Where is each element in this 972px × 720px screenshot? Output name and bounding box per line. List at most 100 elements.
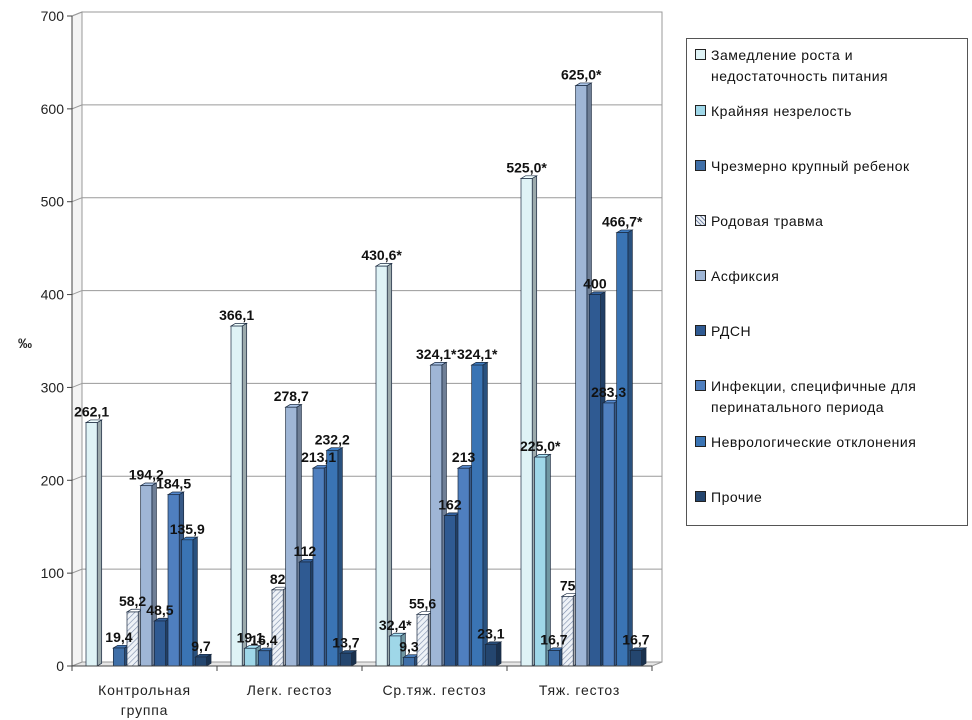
legend-label: Крайняя незрелость [711,103,852,119]
bar [271,589,284,667]
data-label: 32,4* [379,617,412,633]
data-label: 112 [294,543,317,559]
bar-side [241,322,248,667]
y-tick-label: 700 [41,8,65,24]
gridline-side [71,382,83,388]
legend-item: Асфиксия [695,266,967,287]
data-label: 283,3 [591,384,626,400]
bar [230,325,243,667]
legend-label: Асфиксия [711,268,780,284]
bar [375,265,388,667]
data-label: 324,1* [416,346,457,362]
legend-label: РДСН [711,323,752,339]
legend-swatch [695,325,706,336]
bar [484,644,497,667]
data-label: 324,1* [457,346,498,362]
legend-label: Неврологические отклонения [711,434,917,450]
x-tick-label: Ср.тяж. гестоз [382,682,486,698]
legend-swatch [695,215,706,226]
bar [153,620,166,667]
data-label: 13,7 [332,634,359,650]
x-tick-label: группа [121,702,168,718]
side-wall [71,11,83,667]
bar [257,650,270,667]
bar [416,614,429,667]
bar-side [496,641,502,667]
data-label: 19,1 [237,629,264,645]
data-label: 278,7 [274,388,309,404]
legend-item: РДСН [695,321,967,342]
data-label: 213 [452,449,476,465]
bar [298,561,311,667]
gridline-side [71,11,83,17]
legend-label: Чрезмерно крупный ребенок [711,158,910,174]
gridline-side [71,290,83,296]
data-label: 82 [270,571,286,587]
y-axis-label: ‰ [18,335,32,351]
data-label: 58,2 [119,593,146,609]
data-label: 232,2 [315,431,350,447]
legend-swatch [695,160,706,171]
data-label: 9,3 [399,638,419,654]
bar [285,406,298,667]
bar [312,467,325,667]
bar [588,294,601,667]
data-label: 366,1 [219,307,254,323]
bar [112,647,125,667]
y-tick-label: 0 [56,658,64,674]
bar-side [386,262,393,667]
legend-swatch [695,436,706,447]
data-label: 525,0* [506,160,547,176]
bar [471,364,484,667]
data-label: 194,2 [129,467,164,483]
y-tick-label: 400 [41,287,65,303]
data-label: 48,5 [146,602,173,618]
data-label: 135,9 [170,521,205,537]
legend-item: Инфекции, специфичные для перинатального… [695,376,967,418]
axes-layer: 0 100 200 300 400 500 600 700 ‰ Контрольная группа… [18,8,653,718]
y-tick-label: 100 [41,565,65,581]
legend-item: Замедление роста и недостаточность питан… [695,45,967,87]
bar-side [96,419,103,667]
legend-swatch [695,380,706,391]
bar [547,650,560,667]
bar [402,657,415,667]
grid-layer [71,11,663,667]
y-tick-label: 300 [41,379,65,395]
data-label: 213,1 [301,449,336,465]
data-label: 430,6* [361,247,402,263]
bar [602,402,615,667]
legend: Замедление роста и недостаточность питан… [686,38,968,526]
y-tick-label: 600 [41,101,65,117]
gridline-side [71,568,83,574]
legend-swatch [695,270,706,281]
bar-side [337,447,343,667]
legend-item: Прочие [695,487,967,508]
data-label: 184,5 [156,476,191,492]
gridline-side [71,197,83,203]
bar [575,85,588,667]
legend-swatch [695,49,706,60]
legend-label: Замедление роста и недостаточность питан… [711,47,889,84]
bar [443,515,456,667]
legend-item: Неврологические отклонения [695,432,967,453]
bar [520,178,533,667]
data-label: 162 [438,497,462,513]
x-tick-label: Легк. гестоз [247,682,332,698]
legend-item: Крайняя незрелость [695,101,967,122]
legend-label: Инфекции, специфичные для перинатального… [711,378,917,415]
x-tick-label: Тяж. гестоз [539,682,620,698]
y-tick-label: 200 [41,472,65,488]
data-label: 16,7 [540,631,567,647]
gridline-side [71,104,83,110]
data-label: 55,6 [409,595,436,611]
bar-side [641,647,647,667]
data-label: 262,1 [74,404,109,420]
bar-side [627,229,633,667]
data-label: 9,7 [191,638,211,654]
data-label: 16,7 [622,631,649,647]
data-label: 466,7* [602,214,643,230]
data-label: 23,1 [477,626,504,642]
data-label: 19,4 [105,629,132,645]
